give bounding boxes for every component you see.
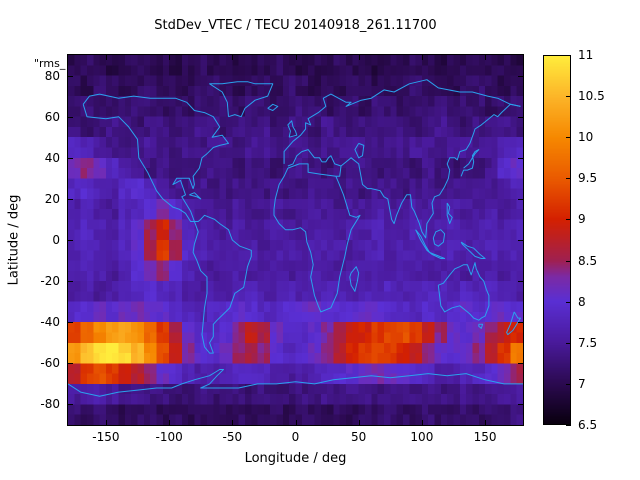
colorbar-tick-label: 7 [578, 376, 586, 391]
colorbar-tick-label: 6.5 [578, 418, 598, 432]
y-tick-label: 20 [44, 191, 60, 206]
y-axis-label: Latitude / deg [6, 194, 22, 286]
colorbar-tick-label: 10.5 [578, 89, 605, 104]
chart-title: StdDev_VTEC / TECU 20140918_261.11700 [154, 18, 437, 33]
colorbar-tick-label: 8 [578, 294, 586, 309]
y-tick-label: -60 [40, 356, 60, 371]
legend-text: "rms_ [34, 57, 66, 70]
x-axis-label: Longitude / deg [244, 451, 347, 466]
colorbar [543, 55, 571, 425]
x-tick-label: -150 [92, 430, 120, 444]
colorbar-tick-label: 9.5 [578, 171, 598, 186]
heatmap-canvas [68, 55, 523, 425]
colorbar-tick-label: 8.5 [578, 253, 598, 268]
colorbar-tick-label: 11 [578, 48, 594, 62]
y-tick-label: -80 [40, 397, 60, 412]
y-tick-label: 80 [44, 68, 60, 83]
colorbar-tick-label: 9 [578, 212, 586, 227]
x-tick-label: 100 [410, 430, 434, 444]
y-tick-label: -20 [40, 274, 60, 289]
x-tick-label: 0 [291, 430, 300, 444]
x-tick-label: -100 [155, 430, 183, 444]
colorbar-tick-label: 10 [578, 130, 594, 145]
x-tick-label: -50 [222, 430, 243, 444]
colorbar-tick-label: 7.5 [578, 335, 598, 350]
x-tick-label: 150 [473, 430, 497, 444]
y-tick-label: 60 [44, 109, 60, 124]
y-tick-label: -40 [40, 315, 60, 330]
y-tick-label: 0 [52, 233, 60, 247]
y-tick-label: 40 [44, 150, 60, 165]
x-tick-label: 50 [351, 430, 367, 444]
